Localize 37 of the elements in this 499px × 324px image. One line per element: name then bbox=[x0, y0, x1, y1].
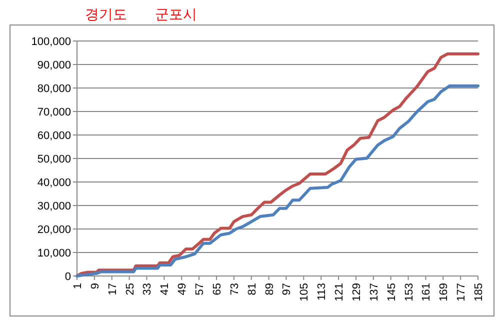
y-tick-label: 30,000 bbox=[37, 200, 71, 212]
y-tick-label: 80,000 bbox=[37, 83, 71, 95]
y-tick-label: 70,000 bbox=[37, 106, 71, 118]
x-tick-label: 25 bbox=[124, 283, 136, 296]
x-tick-label: 1 bbox=[72, 283, 84, 290]
y-tick-label: 50,000 bbox=[37, 154, 71, 166]
x-tick-label: 145 bbox=[386, 283, 398, 302]
y-tick-label: 60,000 bbox=[37, 130, 71, 142]
x-tick-label: 65 bbox=[211, 283, 224, 296]
y-tick-label: 0 bbox=[64, 271, 71, 283]
x-tick-label: 113 bbox=[316, 283, 328, 301]
x-tick-label: 33 bbox=[142, 283, 154, 296]
y-tick-label: 20,000 bbox=[37, 224, 71, 236]
x-tick-label: 49 bbox=[176, 283, 189, 296]
x-tick-label: 73 bbox=[228, 283, 241, 296]
x-tick-label: 129 bbox=[350, 283, 363, 302]
x-tick-label: 17 bbox=[106, 283, 119, 296]
x-tick-label: 81 bbox=[246, 283, 258, 296]
x-tick-label: 89 bbox=[264, 283, 276, 296]
text: 경기도 bbox=[85, 6, 127, 22]
x-tick-label: 177 bbox=[456, 283, 468, 302]
x-tick-label: 161 bbox=[420, 283, 433, 302]
x-tick-label: 57 bbox=[194, 283, 206, 296]
x-tick-label: 153 bbox=[403, 283, 416, 302]
x-tick-label: 137 bbox=[368, 283, 380, 302]
text: 군포시 bbox=[155, 6, 197, 22]
y-tick-label: 100,000 bbox=[31, 36, 71, 48]
x-tick-label: 169 bbox=[438, 283, 450, 302]
x-tick-label: 41 bbox=[159, 283, 172, 296]
y-tick-label: 40,000 bbox=[37, 177, 71, 189]
y-tick-label: 90,000 bbox=[37, 60, 71, 72]
y-tick-label: 10,000 bbox=[37, 248, 71, 260]
x-tick-label: 121 bbox=[334, 283, 346, 302]
x-tick-label: 185 bbox=[473, 283, 485, 302]
x-tick-label: 105 bbox=[298, 283, 311, 302]
x-tick-label: 97 bbox=[281, 283, 294, 296]
x-tick-label: 9 bbox=[89, 283, 102, 290]
